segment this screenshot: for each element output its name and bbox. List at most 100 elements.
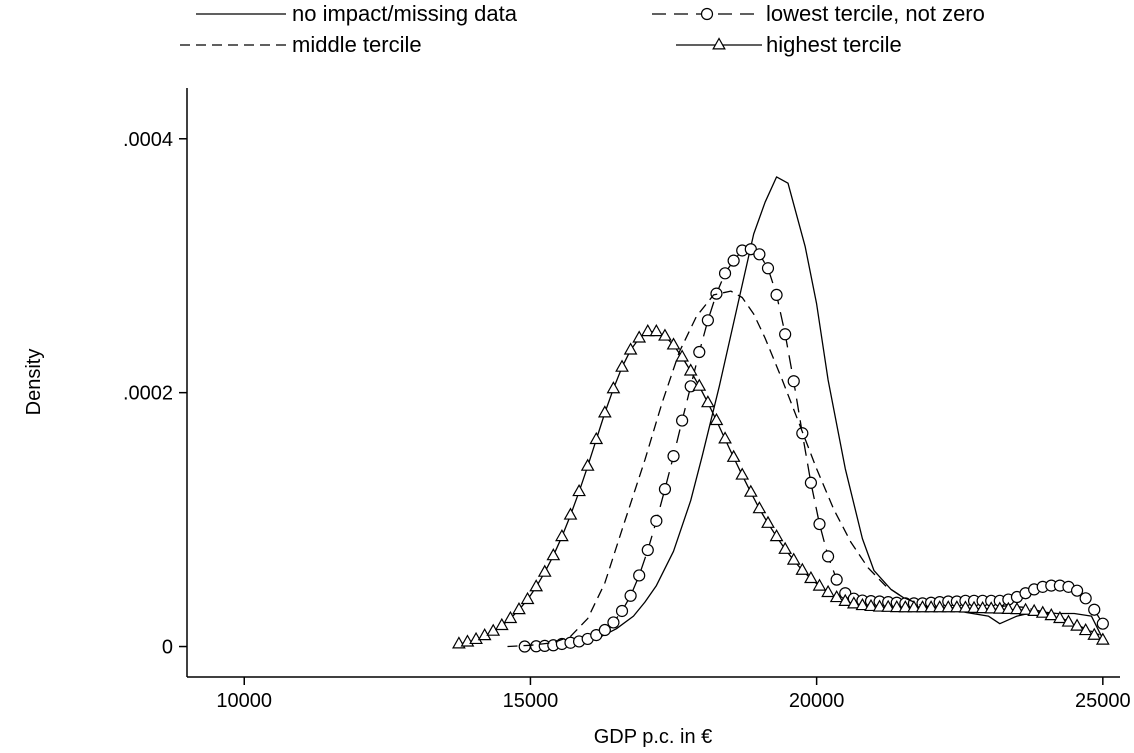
data-point: [529, 579, 544, 592]
data-point: [787, 375, 800, 388]
data-point: [1070, 584, 1084, 597]
data-point: [907, 600, 921, 613]
series-line: [576, 176, 1104, 645]
data-point: [598, 623, 611, 637]
data-point: [658, 483, 672, 496]
data-point: [795, 562, 810, 575]
series-4: [452, 324, 1110, 649]
data-point: [624, 589, 637, 602]
series-2: [518, 243, 1109, 653]
data-point: [949, 600, 964, 613]
x-tick-label: 25000: [1075, 690, 1131, 712]
data-point: [597, 405, 612, 418]
data-point: [709, 412, 724, 426]
data-point: [658, 328, 672, 341]
data-point: [786, 552, 801, 565]
data-point: [752, 501, 767, 514]
legend-item: no impact/missing data: [196, 1, 518, 26]
data-point: [580, 458, 595, 471]
data-point: [958, 600, 973, 613]
data-point: [546, 548, 561, 561]
data-point: [864, 598, 878, 612]
data-point: [676, 414, 689, 427]
data-point: [1053, 610, 1067, 624]
data-point: [701, 395, 715, 408]
legend: no impact/missing data lowest tercile, no…: [180, 1, 985, 57]
data-point: [804, 476, 818, 489]
data-point: [615, 359, 629, 372]
plot-area: [452, 176, 1110, 653]
legend-item: highest tercile: [676, 32, 902, 57]
data-point: [769, 529, 784, 542]
data-point: [830, 573, 843, 586]
data-point: [518, 640, 531, 653]
data-point: [641, 543, 654, 557]
series-line: [524, 248, 1104, 648]
x-tick-label: 15000: [503, 690, 559, 712]
data-point: [692, 378, 707, 391]
y-tick-label: 0: [162, 637, 173, 659]
data-point: [941, 600, 956, 613]
data-point: [727, 254, 740, 267]
data-point: [718, 267, 732, 280]
data-point: [718, 431, 732, 444]
data-point: [615, 604, 629, 618]
data-point: [872, 599, 887, 612]
data-point: [1010, 601, 1024, 615]
data-point: [975, 600, 990, 614]
data-point: [770, 288, 783, 302]
data-point: [829, 589, 844, 603]
legend-label: lowest tercile, not zero: [766, 1, 985, 26]
data-point: [494, 617, 509, 631]
data-point: [915, 600, 930, 613]
data-point: [743, 484, 758, 497]
data-point: [520, 591, 535, 605]
data-point: [632, 330, 647, 343]
data-point: [1087, 627, 1102, 640]
y-tick-label: .0004: [123, 129, 173, 151]
data-point: [675, 349, 689, 362]
data-point: [753, 248, 766, 261]
data-point: [512, 601, 526, 615]
data-point: [846, 596, 861, 609]
series-1: [576, 176, 1104, 645]
legend-item: lowest tercile, not zero: [652, 1, 985, 26]
data-point: [821, 550, 835, 563]
data-point: [555, 529, 569, 542]
data-point: [804, 570, 818, 584]
data-point: [778, 541, 793, 554]
data-point: [640, 324, 655, 337]
data-point: [898, 600, 913, 613]
data-point: [1079, 592, 1092, 605]
data-point: [967, 600, 981, 613]
data-point: [683, 363, 698, 376]
data-point: [812, 578, 827, 591]
data-point: [649, 324, 664, 337]
data-point: [1095, 632, 1110, 645]
data-point: [889, 599, 904, 613]
data-point: [821, 584, 835, 598]
data-point: [1088, 603, 1101, 616]
data-point: [1035, 605, 1050, 618]
legend-label: highest tercile: [766, 32, 902, 57]
data-point: [623, 342, 638, 355]
data-point: [1001, 601, 1016, 614]
data-point: [1096, 617, 1109, 630]
data-point: [563, 507, 578, 520]
data-point: [607, 616, 620, 629]
data-point: [855, 597, 870, 611]
legend-marker: [712, 37, 726, 50]
data-point: [666, 337, 681, 350]
data-point: [1027, 603, 1042, 616]
data-point: [838, 593, 853, 606]
legend-label: middle tercile: [292, 32, 422, 57]
data-point: [779, 328, 792, 341]
data-point: [726, 449, 741, 462]
data-point: [693, 345, 706, 359]
data-point: [984, 601, 999, 614]
data-point: [924, 600, 938, 613]
data-point: [761, 262, 775, 275]
data-point: [1044, 607, 1059, 621]
data-point: [650, 514, 663, 527]
